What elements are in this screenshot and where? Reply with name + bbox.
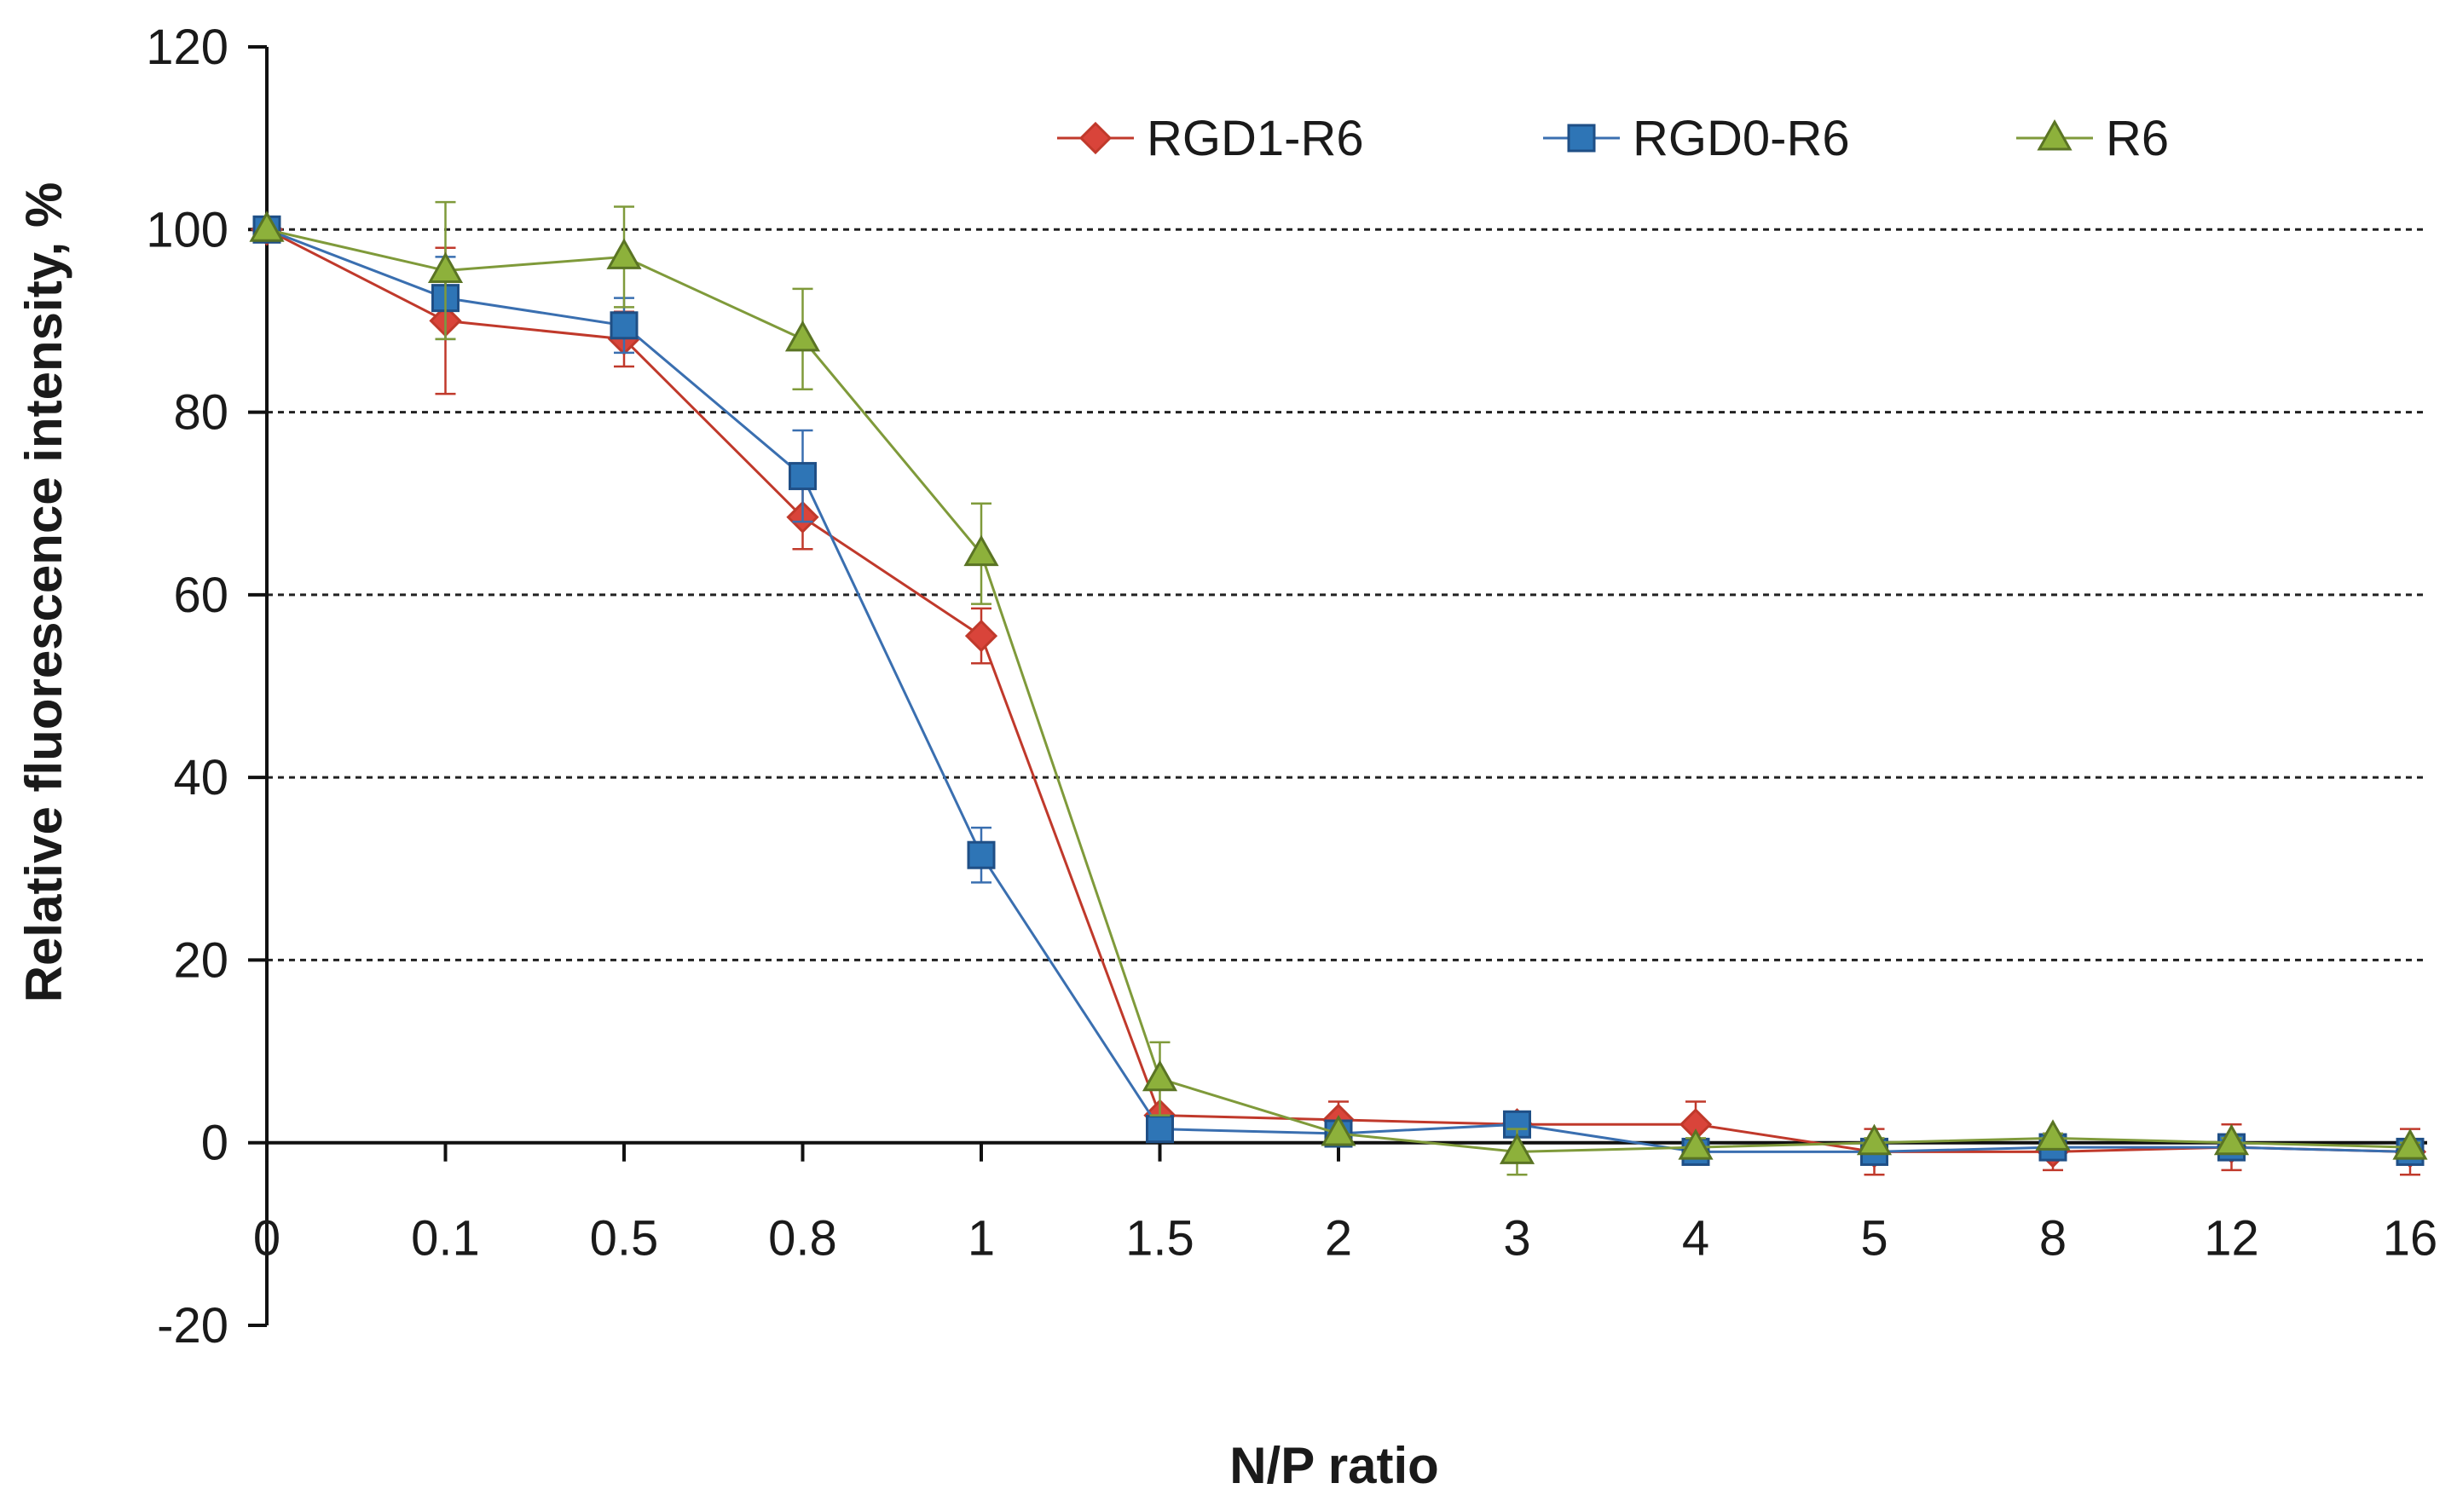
data-point (2392, 1128, 2428, 1160)
data-point (1856, 1123, 1893, 1156)
x-tick-label: 1 (968, 1211, 995, 1267)
legend-label: RGD0-R6 (1633, 111, 1850, 166)
x-tick-label: 8 (2039, 1211, 2067, 1267)
data-point (427, 251, 464, 283)
y-tick-label: 0 (201, 1116, 228, 1171)
x-tick-labels: 0 0.1 0.5 0.8 1 1.5 2 3 4 5 8 12 16 (253, 1211, 2437, 1267)
x-tick-label: 0 (253, 1211, 280, 1267)
legend-item-R6: R6 (2016, 111, 2169, 166)
data-point (964, 619, 998, 653)
y-tick-label: 60 (173, 568, 228, 623)
legend-item-RGD1-R6: RGD1-R6 (1057, 111, 1364, 166)
data-point (2035, 1119, 2071, 1151)
y-tick-label: 40 (173, 750, 228, 805)
legend-marker (1567, 124, 1596, 153)
x-tick-label: 0.1 (411, 1211, 480, 1267)
data-point (789, 462, 817, 491)
x-tick-label: 2 (1325, 1211, 1352, 1267)
x-tick-label: 1.5 (1125, 1211, 1194, 1267)
data-point (1142, 1059, 1178, 1092)
data-point (784, 320, 821, 352)
x-tick-label: 3 (1503, 1211, 1530, 1267)
y-tick-label: 100 (146, 202, 228, 257)
legend-marker (2037, 118, 2073, 151)
x-tick-label: 0.8 (768, 1211, 837, 1267)
data-point (967, 840, 996, 869)
data-point (1678, 1128, 1714, 1160)
grid-lines (267, 228, 2427, 961)
y-tick-labels: -20 0 20 40 60 80 100 120 (146, 20, 228, 1353)
data-point (2213, 1123, 2250, 1156)
y-axis-title: Relative fluorescence intensity, % (15, 182, 72, 1003)
series-R6 (249, 200, 2428, 1176)
data-point (963, 534, 999, 567)
series (249, 200, 2428, 1176)
legend-marker (1078, 121, 1113, 155)
y-tick-label: 80 (173, 385, 228, 441)
legend-label: RGD1-R6 (1147, 111, 1364, 166)
x-tick-label: 16 (2383, 1211, 2438, 1267)
legend-label: R6 (2106, 111, 2169, 166)
x-tick-label: 12 (2204, 1211, 2259, 1267)
legend-item-RGD0-R6: RGD0-R6 (1543, 111, 1850, 166)
data-point (606, 238, 642, 269)
data-point (1503, 1110, 1531, 1139)
data-point (1146, 1115, 1174, 1144)
x-tick-label: 0.5 (590, 1211, 659, 1267)
data-point (610, 311, 639, 340)
y-tick-label: -20 (157, 1298, 228, 1353)
x-axis-title: N/P ratio (1229, 1437, 1439, 1494)
y-tick-label: 120 (146, 20, 228, 75)
data-point (1321, 1114, 1356, 1146)
x-tick-label: 5 (1860, 1211, 1888, 1267)
data-point (1499, 1133, 1535, 1164)
x-tick-label: 4 (1682, 1211, 1709, 1267)
data-point (249, 211, 285, 242)
legend: RGD1-R6 RGD0-R6 R6 (1057, 111, 2169, 166)
y-tick-label: 20 (173, 932, 228, 988)
